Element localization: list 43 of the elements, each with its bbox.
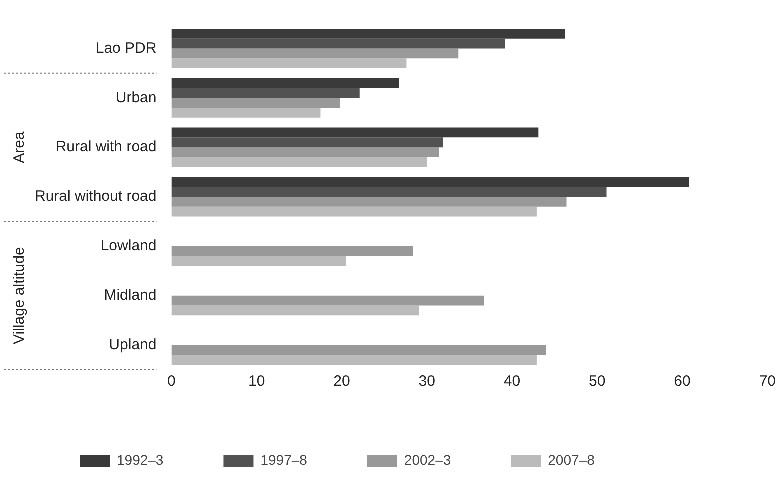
bar xyxy=(172,38,506,49)
y-tick-label: Lao PDR xyxy=(96,40,157,57)
x-tick-label: 0 xyxy=(168,373,176,390)
legend-label: 2007–8 xyxy=(548,452,596,468)
bar xyxy=(172,58,407,68)
legend-label: 1997–8 xyxy=(260,452,308,468)
y-tick-label: Urban xyxy=(116,89,157,106)
text: Village altitude xyxy=(11,247,28,345)
bar xyxy=(172,157,428,168)
bar xyxy=(172,246,414,256)
bar xyxy=(172,355,537,366)
bar xyxy=(172,78,400,88)
x-tick-label: 60 xyxy=(674,373,691,390)
bar xyxy=(172,148,440,158)
bar xyxy=(172,88,360,98)
y-tick-label: Rural without road xyxy=(34,188,157,206)
bar xyxy=(172,48,459,59)
y-tick-label: Upland xyxy=(109,336,157,354)
bar xyxy=(172,187,607,197)
x-tick-label: 30 xyxy=(418,373,436,390)
bar xyxy=(172,206,537,217)
bar xyxy=(172,296,484,306)
bar xyxy=(172,256,346,266)
bar xyxy=(172,28,566,39)
text: Area xyxy=(11,131,28,164)
x-tick-label: 10 xyxy=(248,373,266,390)
bar xyxy=(172,345,546,356)
bar xyxy=(172,98,340,108)
legend-label: 1992–3 xyxy=(117,452,164,468)
x-tick-label: 20 xyxy=(334,373,350,390)
bar xyxy=(172,138,444,148)
bar xyxy=(172,128,539,138)
x-tick-label: 40 xyxy=(504,373,521,390)
y-tick-label: Lowland xyxy=(100,238,157,255)
x-tick-label: 70 xyxy=(759,373,776,390)
bar xyxy=(172,177,690,188)
bar xyxy=(172,108,321,118)
legend-label: 2002–3 xyxy=(404,452,452,468)
y-tick-label: Rural with road xyxy=(56,138,157,156)
bar xyxy=(172,306,420,316)
bar xyxy=(172,197,567,207)
y-tick-label: Midland xyxy=(104,287,157,304)
x-tick-label: 50 xyxy=(589,373,606,390)
